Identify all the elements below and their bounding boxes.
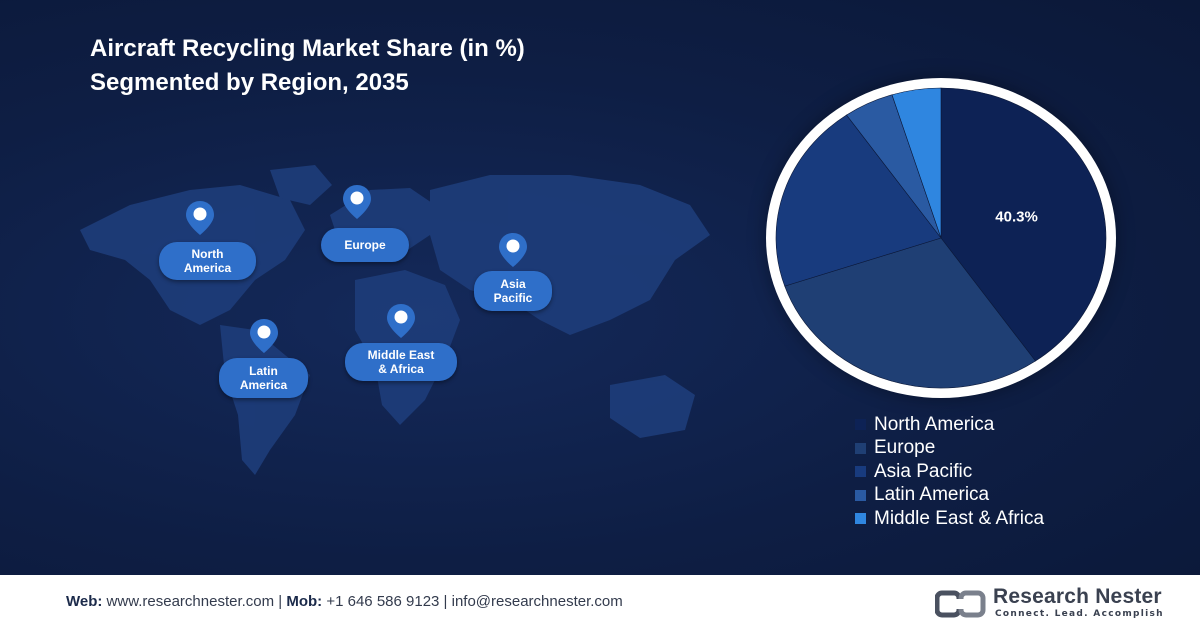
phone-number: +1 646 586 9123 xyxy=(322,593,440,610)
contact-info: Web: www.researchnester.com | Mob: +1 64… xyxy=(66,593,623,610)
research-nester-logo: Research Nester Connect. Lead. Accomplis… xyxy=(935,585,1163,621)
separator: | xyxy=(439,593,452,610)
pie-slice-middle-east-africa xyxy=(891,87,942,239)
legend-item: North America xyxy=(855,413,1044,437)
middle-east-africa-label: Middle East & Africa xyxy=(345,343,457,381)
logo-name: Research Nester xyxy=(993,585,1162,608)
latin-america-label: Latin America xyxy=(219,358,308,398)
legend-swatch xyxy=(855,513,866,525)
region-label-line: Latin xyxy=(249,364,278,378)
infographic-panel: Aircraft Recycling Market Share (in %) S… xyxy=(0,0,1200,575)
legend-swatch xyxy=(855,442,866,454)
title-line-2: Segmented by Region, 2035 xyxy=(90,69,409,96)
latin-america-pin-icon xyxy=(250,319,278,353)
asia-pacific-pin-icon xyxy=(499,233,527,267)
legend-swatch xyxy=(855,419,866,431)
middle-east-africa-pin-icon xyxy=(387,304,415,338)
map-asia xyxy=(430,175,710,335)
region-label-line: & Africa xyxy=(378,362,424,376)
legend-label: Asia Pacific xyxy=(874,460,973,482)
legend-item: Asia Pacific xyxy=(855,460,1044,484)
legend-label: Middle East & Africa xyxy=(874,507,1045,529)
region-label-line: Asia xyxy=(500,277,526,291)
logo-tagline: Connect. Lead. Accomplish xyxy=(995,609,1164,619)
map-oceania xyxy=(610,375,695,438)
chart-legend: North America Europe Asia Pacific Latin Ame… xyxy=(855,413,1044,531)
footer-bar: Web: www.researchnester.com | Mob: +1 64… xyxy=(0,575,1200,628)
web-link[interactable]: www.researchnester.com xyxy=(102,593,275,610)
pie-slice-europe xyxy=(784,237,1036,389)
region-label-line: Middle East xyxy=(367,348,435,362)
europe-label: Europe xyxy=(321,228,409,262)
region-label-line: Pacific xyxy=(493,291,533,305)
legend-swatch xyxy=(855,489,866,501)
region-label-line: America xyxy=(239,378,288,392)
region-label-line: North xyxy=(191,247,224,261)
legend-swatch xyxy=(855,466,866,478)
legend-item: Latin America xyxy=(855,484,1044,508)
pie-slice-north-america xyxy=(940,87,1107,362)
region-label-line: America xyxy=(183,261,232,275)
legend-label: North America xyxy=(874,413,995,435)
logo-icon xyxy=(935,590,986,618)
europe-pin-icon xyxy=(343,185,371,219)
pie-data-label: 40.3% xyxy=(995,208,1038,225)
legend-label: Latin America xyxy=(874,484,990,506)
legend-label: Europe xyxy=(874,437,936,459)
region-label-line: Europe xyxy=(344,238,386,252)
north-america-label: North America xyxy=(159,242,256,280)
pie-chart: 40.3% xyxy=(775,87,1107,389)
north-america-pin-icon xyxy=(186,201,214,235)
legend-item: Middle East & Africa xyxy=(855,507,1044,531)
email-link[interactable]: info@researchnester.com xyxy=(451,593,623,610)
chart-title: Aircraft Recycling Market Share (in %) S… xyxy=(90,32,525,100)
map-greenland xyxy=(270,165,332,205)
legend-item: Europe xyxy=(855,437,1044,461)
mob-label: Mob: xyxy=(286,593,323,610)
title-line-1: Aircraft Recycling Market Share (in %) xyxy=(90,35,525,62)
asia-pacific-label: Asia Pacific xyxy=(474,271,552,311)
web-label: Web: xyxy=(66,593,103,610)
separator: | xyxy=(274,593,287,610)
pie-slice-asia-pacific xyxy=(775,114,942,287)
